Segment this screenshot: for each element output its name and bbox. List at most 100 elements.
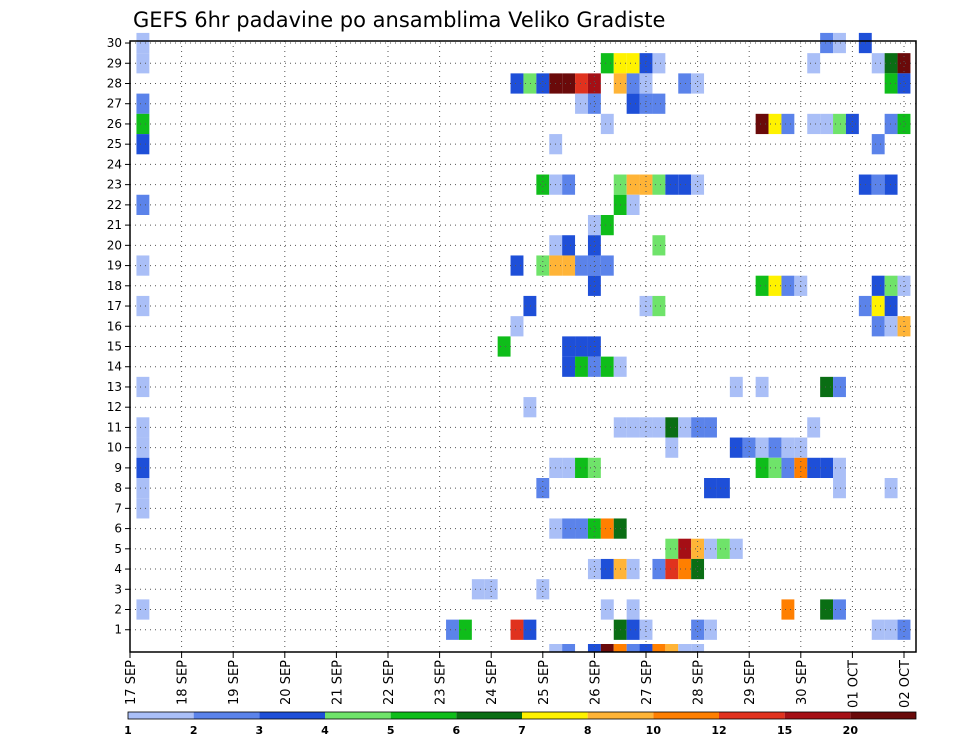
y-tick-label: 20 [107,238,122,252]
heatmap-cell [587,558,601,580]
x-axis: 17 SEP 18 SEP 19 SEP 20 SEP 21 SEP 22 SEP 23 S… [124,652,913,708]
y-tick-label: 14 [107,360,122,374]
heatmap-cell [820,32,834,54]
heatmap-cell [807,417,821,438]
y-tick-label: 13 [107,380,122,394]
heatmap-cell [136,255,150,276]
colorbar-swatch [259,712,325,719]
heatmap-cell [871,134,885,155]
heatmap-cell [136,498,150,519]
heatmap-cell [136,295,150,317]
heatmap-cell [613,644,627,652]
heatmap-cell [549,644,563,652]
heatmap-cell [600,113,614,135]
heatmap-cell [587,214,601,236]
heatmap-cell [781,599,795,620]
heatmap-cell [665,558,679,580]
heatmap-cell [833,599,846,620]
x-tick-label: 30 SEP [795,660,810,705]
heatmap-cell [781,113,795,135]
heatmap-cell [600,53,614,74]
heatmap-cell [884,295,898,317]
heatmap-cell [678,174,692,195]
x-tick-label: 28 SEP [692,660,707,705]
heatmap-cell [536,255,550,276]
heatmap-cell [691,417,705,438]
x-tick-label: 26 SEP [588,660,603,705]
heatmap-cell [781,437,795,458]
heatmap-cell [536,579,550,600]
heatmap-cell [884,275,898,296]
colorbar-label: 2 [190,724,198,737]
heatmap-cell [575,356,588,377]
colorbar-label: 1 [124,724,132,737]
heatmap-cell [652,93,666,114]
heatmap-cell [833,32,846,54]
heatmap-cell [446,619,459,640]
heatmap-cell [562,255,576,276]
y-tick-label: 21 [107,218,122,232]
heatmap-cell [136,599,150,620]
colorbar-swatch [390,712,457,719]
heatmap-cell [781,457,795,479]
y-tick-label: 11 [107,420,122,434]
heatmap-cell [871,316,885,337]
heatmap-cells [136,32,911,652]
heatmap-cell [136,417,150,438]
heatmap-cell [600,255,614,276]
x-tick-label: 01 OCT [846,660,861,708]
heatmap-cell [729,538,743,559]
heatmap-cell [575,518,588,539]
heatmap-cell [729,376,743,398]
heatmap-cell [781,275,795,296]
x-tick-label: 18 SEP [176,660,191,705]
heatmap-cell [626,53,640,74]
heatmap-cell [626,619,640,640]
x-tick-label: 17 SEP [124,660,139,705]
y-tick-label: 27 [107,97,122,111]
colorbar-swatch [522,712,588,719]
y-tick-label: 1 [114,623,122,637]
y-tick-label: 28 [107,76,122,90]
heatmap-cell [820,457,834,479]
colorbar-swatch [850,712,916,719]
colorbar-label: 10 [646,724,662,737]
y-tick-label: 5 [114,542,122,556]
x-tick-label: 22 SEP [382,660,397,705]
y-tick-label: 12 [107,400,122,414]
heatmap-cell [833,457,846,479]
y-tick-label: 8 [114,481,122,495]
heatmap-cell [536,73,550,94]
heatmap-cell [639,644,653,652]
heatmap-cell [587,457,601,479]
heatmap-cell [136,376,150,398]
heatmap-cell [587,93,601,114]
heatmap-cell [833,376,846,398]
heatmap-cell [600,214,614,236]
heatmap-cell [587,644,601,652]
y-tick-label: 16 [107,319,122,333]
heatmap-cell [807,53,821,74]
heatmap-cell [587,518,601,539]
heatmap-cell [871,174,885,195]
heatmap-cell [626,417,640,438]
heatmap-cell [484,579,498,600]
heatmap-cell [600,558,614,580]
y-tick-label: 7 [114,501,122,515]
heatmap-cell [562,457,576,479]
x-tick-label: 25 SEP [537,660,552,705]
heatmap-cell [510,73,524,94]
heatmap-cell [678,73,692,94]
heatmap-cell [136,93,150,114]
x-tick-label: 23 SEP [434,660,449,705]
y-tick-label: 26 [107,117,122,131]
heatmap-cell [691,73,705,94]
heatmap-cell [884,619,898,640]
y-axis: 1234567891011121314151617181920212223242… [107,36,130,637]
heatmap-cell [665,538,679,559]
heatmap-cell [652,235,666,256]
heatmap-cell [678,644,692,652]
y-tick-label: 6 [114,522,122,536]
colorbar-label: 7 [518,724,526,737]
heatmap-cell [652,53,666,74]
